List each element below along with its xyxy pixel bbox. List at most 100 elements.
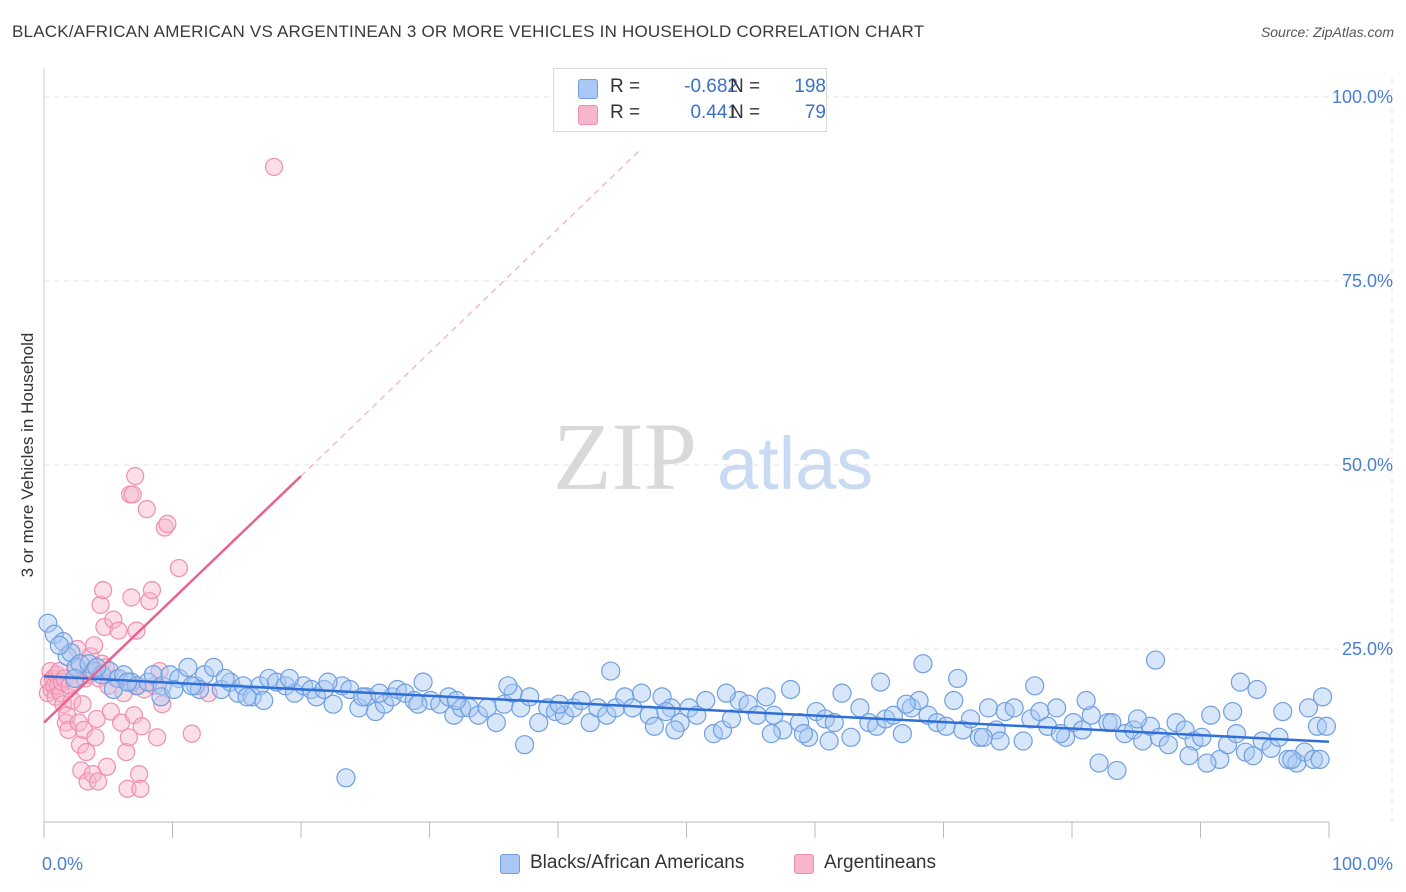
blacks-point [49,635,70,655]
blacks-point [306,687,327,707]
blacks-point [990,731,1010,751]
y-tick-label: 100.0% [1332,87,1393,107]
argentineans-point [117,742,136,762]
argentineans-point [70,735,90,754]
blacks-point [38,613,58,633]
blacks-point [336,768,356,788]
blacks-point [1013,731,1033,751]
x-tick-label-max: 100.0% [1332,854,1393,874]
blacks-point [1210,749,1230,770]
blacks-point [973,727,993,747]
argentineans-point [86,728,105,747]
blacks-point [764,705,784,725]
series-swatch-pink [794,854,814,874]
source-credit: Source: ZipAtlas.com [1260,24,1394,40]
blacks-point [756,687,776,707]
blacks-point [1004,698,1024,718]
argentineans-point [129,765,149,784]
argentineans-point [140,592,159,611]
blacks-point [520,687,540,707]
correlation-legend: R = -0.682 N = 198 R = 0.441 N = 79 [553,68,827,132]
blacks-point [237,687,257,707]
blacks-point [1298,698,1319,718]
blacks-point [841,727,861,747]
blacks-point [824,712,844,733]
argentineans-point [77,742,96,762]
argentineans-point [153,695,172,714]
blacks-point [87,657,107,678]
blacks-point [1127,709,1148,729]
argentineans-point [158,514,177,533]
blacks-point [870,672,891,692]
blacks-point [53,632,73,652]
argentineans-point [169,558,189,578]
blacks-point [601,661,621,681]
legend-n-label: N = [730,102,761,123]
blacks-point [1316,716,1337,736]
x-tick-label-min: 0.0% [42,854,83,874]
legend-n-label: N = [730,76,761,97]
blacks-point [896,694,916,714]
argentineans-point [85,636,104,655]
blacks-point [580,712,600,733]
blacks-points [38,613,1337,788]
blacks-point [909,690,929,711]
blacks-point [1102,712,1122,733]
blacks-point [944,690,964,711]
blacks-point [960,709,981,729]
argentineans-point [94,581,113,600]
blacks-point [780,679,801,700]
blacks-point [1243,746,1263,766]
blacks-point [1145,650,1166,670]
argentineans-point [131,779,150,798]
blacks-point [164,679,184,700]
blacks-point [696,690,716,711]
y-tick-label: 25.0% [1342,639,1393,659]
argentineans-point [72,761,91,780]
blacks-point [254,690,274,711]
legend-r-value: 0.441 [690,102,738,123]
argentineans-trend-extension [300,148,642,477]
blacks-point [819,731,839,751]
blacks-point [1310,749,1330,770]
legend-r-label: R = [610,76,641,97]
blacks-point [486,712,506,733]
argentineans-point [97,757,117,776]
blacks-point [948,668,968,689]
blacks-point [514,735,535,755]
argentineans-point [59,720,78,740]
series-label-blacks: Blacks/African Americans [530,852,745,873]
argentineans-point [63,691,82,710]
blacks-point [793,724,814,744]
legend-swatch-blue [578,79,598,99]
blacks-point [182,676,202,696]
y-tick-label: 50.0% [1342,455,1393,475]
blacks-point [716,683,736,703]
argentineans-point [122,588,141,607]
argentineans-point [126,466,145,486]
blacks-point [978,698,999,718]
axes [43,68,1330,838]
argentineans-point [87,709,106,729]
blacks-point [773,720,793,740]
blacks-trend-line [43,674,1330,743]
trend-lines [43,148,1330,743]
blacks-point [798,727,819,747]
blacks-point [1282,749,1302,770]
blacks-point [892,724,912,744]
legend-swatch-pink [578,105,598,125]
blacks-point [1081,705,1101,725]
argentineans-point [132,717,151,736]
blacks-point [408,694,428,714]
blacks-point [656,701,676,722]
watermark-atlas: atlas [717,422,873,505]
chart-title: BLACK/AFRICAN AMERICAN VS ARGENTINEAN 3 … [12,22,925,41]
blacks-point [444,705,464,725]
blacks-point [1269,727,1289,747]
argentineans-point [150,661,169,681]
blacks-point [1158,735,1178,755]
blacks-point [644,716,664,736]
argentineans-point [104,610,123,629]
blacks-point [215,668,235,689]
blacks-point [1303,749,1324,770]
